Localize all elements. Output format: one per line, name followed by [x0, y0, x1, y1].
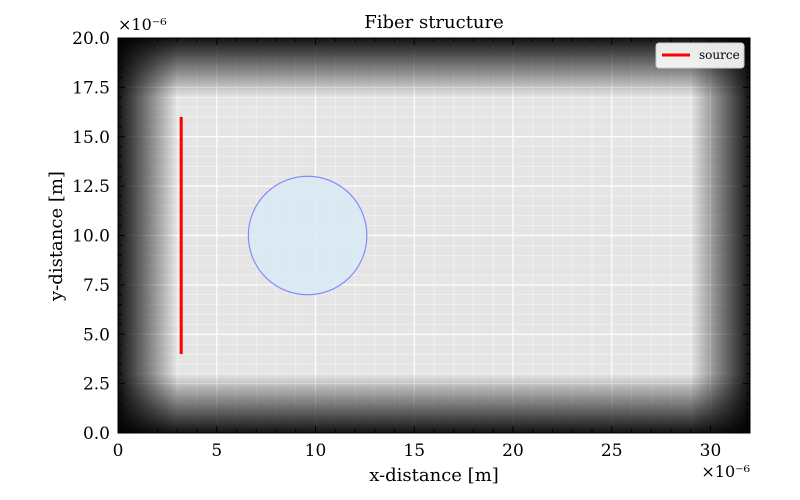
- pml-top: [118, 38, 750, 98]
- x-tick-label: 10: [305, 441, 327, 461]
- fiber-circle: [247, 175, 368, 296]
- y-offset-label: ×10⁻⁶: [118, 15, 167, 34]
- pml-bottom: [118, 373, 750, 433]
- x-offset-label: ×10⁻⁶: [701, 462, 750, 481]
- pml-left: [118, 38, 178, 433]
- pml-right: [690, 38, 750, 433]
- y-tick-label: 12.5: [72, 177, 110, 197]
- y-tick-label: 5.0: [83, 325, 110, 345]
- x-axis-label: x-distance [m]: [369, 465, 499, 486]
- x-tick-label: 20: [502, 441, 524, 461]
- x-tick-label: 30: [700, 441, 722, 461]
- y-tick-label: 0.0: [83, 424, 110, 444]
- pml-absorbing-boundary: [118, 38, 750, 433]
- legend-label-source: source: [699, 48, 740, 62]
- y-tick-label: 17.5: [72, 78, 110, 98]
- legend-box: [655, 42, 745, 69]
- y-tick-label: 7.5: [83, 276, 110, 296]
- y-axis-label: y-distance [m]: [46, 171, 67, 302]
- x-tick-label: 0: [113, 441, 124, 461]
- x-tick-label: 25: [601, 441, 623, 461]
- legend: source: [655, 42, 745, 69]
- chart-title: Fiber structure: [364, 12, 504, 33]
- y-tick-label: 15.0: [72, 128, 110, 148]
- x-tick-label: 5: [211, 441, 222, 461]
- y-tick-label: 20.0: [72, 29, 110, 49]
- y-tick-label: 2.5: [83, 375, 110, 395]
- x-tick-label: 15: [403, 441, 425, 461]
- y-tick-label: 10.0: [72, 227, 110, 247]
- x-axis-ticks: 0 5 10 15 20 25 30: [113, 38, 751, 461]
- y-axis-ticks: 0.0 2.5 5.0 7.5 10.0 12.5 15.0 17.5 20.0: [72, 29, 750, 444]
